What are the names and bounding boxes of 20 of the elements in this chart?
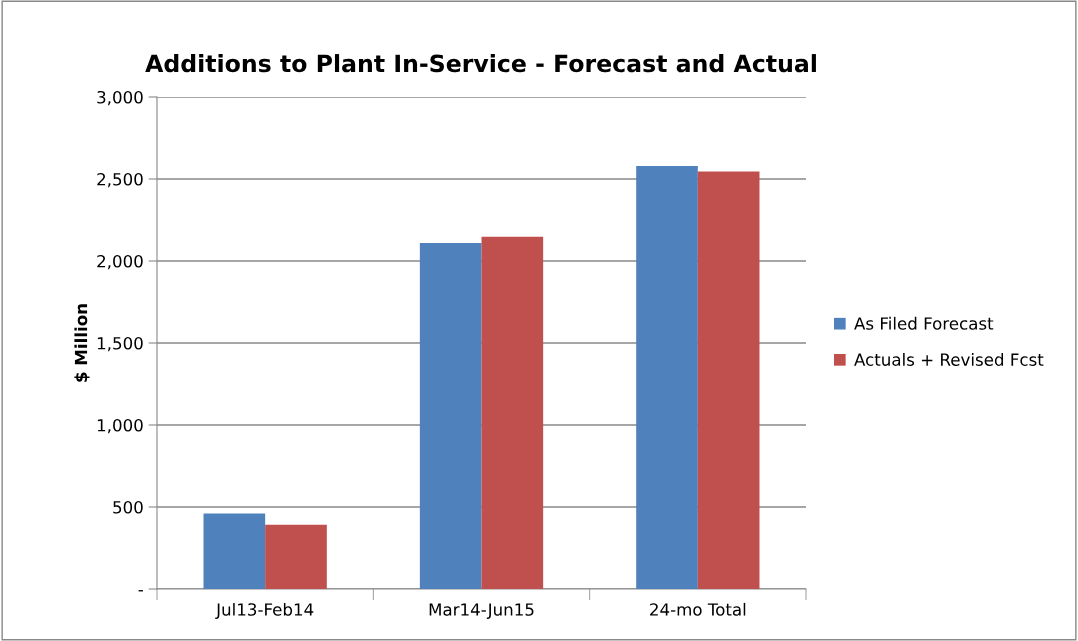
x-tick-label: Mar14-Jun15 <box>429 603 534 619</box>
x-tick-label: 24-mo Total <box>650 602 746 616</box>
chart-title: Additions to Plant In-Service - Forecast and Actual <box>145 54 816 73</box>
bar <box>636 165 698 589</box>
y-tick-label: 500 <box>113 500 143 514</box>
y-tick-label: 2,000 <box>97 254 143 270</box>
bar <box>419 243 482 589</box>
y-tick-label: - <box>138 590 143 592</box>
y-tick-label: 2,500 <box>97 172 143 188</box>
legend-label: Actuals + Revised Fcst <box>854 353 1044 366</box>
bar <box>265 524 327 589</box>
bar <box>697 171 760 589</box>
bar <box>481 236 544 589</box>
y-axis-title: $ Million <box>74 304 90 382</box>
bar <box>203 513 266 589</box>
y-tick-label: 1,000 <box>97 418 143 434</box>
x-tick-label: Jul13-Feb14 <box>215 602 314 619</box>
y-tick-label: 1,500 <box>97 336 143 352</box>
legend-label: As Filed Forecast <box>854 316 994 330</box>
y-tick-label: 3,000 <box>97 90 143 106</box>
